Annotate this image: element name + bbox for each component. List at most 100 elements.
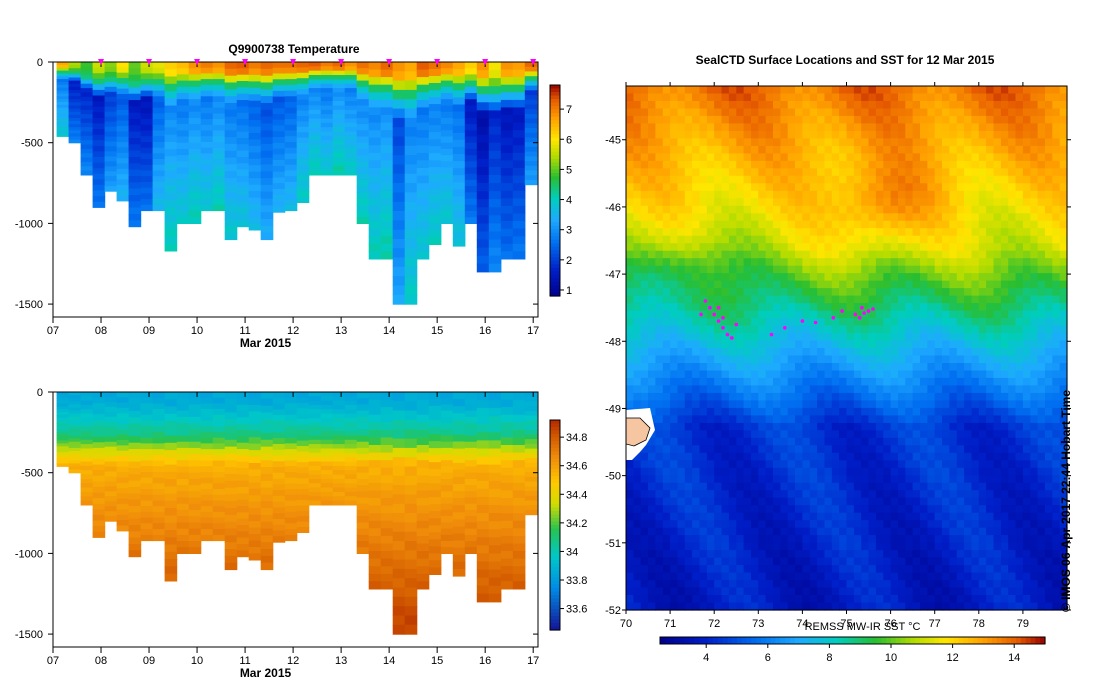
sst-cell <box>736 280 745 289</box>
salinity-cell <box>92 503 106 510</box>
sst-cell <box>795 467 803 476</box>
temperature-cell <box>212 67 226 74</box>
sst-cell <box>736 490 745 499</box>
sst-cell <box>787 535 796 544</box>
sst-cell <box>861 400 870 409</box>
temperature-cell <box>368 62 382 71</box>
salinity-plot-frame <box>52 391 539 648</box>
sst-cell <box>648 220 656 229</box>
sst-cell <box>662 580 671 589</box>
temperature-cell <box>464 198 478 206</box>
temperature-cell <box>452 139 466 148</box>
temperature-cell <box>80 114 94 119</box>
sst-cell <box>728 377 737 386</box>
colorbar-segment <box>550 605 560 610</box>
temperature-cell <box>488 62 502 71</box>
sst-cell <box>802 115 811 124</box>
salinity-cell <box>452 491 466 499</box>
temperature-cell <box>356 211 370 218</box>
salinity-cell <box>224 528 238 536</box>
salinity-cell <box>128 512 142 520</box>
temperature-cell <box>404 294 418 305</box>
sst-cell <box>861 430 870 439</box>
temperature-cell <box>140 136 154 143</box>
salinity-cell <box>488 545 502 554</box>
sst-cell <box>795 565 803 574</box>
sst-cell <box>751 407 759 416</box>
salinity-cell <box>236 537 250 545</box>
salinity-cell <box>236 474 250 482</box>
salinity-cell <box>452 540 466 549</box>
sst-cell <box>780 295 789 304</box>
sst-cell <box>883 130 892 139</box>
sst-cell <box>677 363 686 372</box>
sst-cell <box>670 205 678 214</box>
sst-cell <box>787 370 796 379</box>
sst-cell <box>655 415 664 424</box>
sst-cell <box>677 557 686 566</box>
temperature-cell <box>224 184 238 193</box>
sst-cell <box>846 497 855 506</box>
salinity-cell <box>128 455 142 463</box>
salinity-cell <box>392 457 406 468</box>
sst-cell <box>758 452 767 461</box>
sst-cell <box>721 138 730 147</box>
temperature-cell <box>416 99 430 109</box>
sst-cell <box>802 595 811 604</box>
colorbar-segment <box>550 486 560 491</box>
sst-cell <box>787 580 796 589</box>
sst-cell <box>706 542 715 551</box>
sst-cell <box>751 557 759 566</box>
salinity-cell <box>272 478 286 485</box>
sst-cell <box>875 303 884 312</box>
sst-cell <box>861 542 870 551</box>
sst-cell <box>839 243 847 252</box>
sst-cell <box>706 392 715 401</box>
sst-cell <box>875 168 884 177</box>
sst-cell <box>773 550 781 559</box>
sst-cell <box>839 452 847 461</box>
salinity-cell <box>320 448 334 454</box>
colorbar-segment <box>550 465 560 470</box>
sst-cell <box>751 213 759 222</box>
sst-cell <box>648 93 656 102</box>
sst-cell <box>846 587 855 596</box>
temperature-cell <box>236 195 250 202</box>
temperature-cell <box>440 148 454 156</box>
sst-cell <box>655 363 664 372</box>
temperature-cell <box>128 106 142 114</box>
salinity-cell <box>488 593 502 603</box>
sst-cell <box>824 400 833 409</box>
sst-cell <box>751 512 759 521</box>
temperature-cell <box>500 213 514 222</box>
sst-cell <box>684 115 693 124</box>
sst-cell <box>787 422 796 431</box>
temperature-cell <box>140 181 154 189</box>
salinity-cell <box>476 480 490 490</box>
sst-cell <box>824 535 833 544</box>
salinity-cell <box>500 520 514 529</box>
sst-cell <box>662 512 671 521</box>
temperature-cell <box>380 228 394 237</box>
sst-cell <box>648 587 656 596</box>
sst-cell <box>670 258 678 267</box>
sst-cell <box>648 101 656 110</box>
temperature-cell <box>164 185 178 194</box>
sst-cell <box>692 497 700 506</box>
sst-cell <box>670 460 678 469</box>
salinity-cell <box>524 481 538 487</box>
salinity-cell <box>296 429 310 436</box>
sst-cell <box>802 415 811 424</box>
temperature-cell <box>416 92 430 101</box>
temperature-cell <box>344 79 358 85</box>
temperature-cell <box>392 248 406 259</box>
salinity-cell <box>80 474 94 480</box>
temperature-cell <box>236 112 250 120</box>
sst-cell <box>875 520 884 529</box>
sst-cell <box>795 587 803 596</box>
sst-cell <box>648 303 656 312</box>
sst-cell <box>875 310 884 319</box>
salinity-cell <box>272 426 286 433</box>
salinity-cell <box>296 446 310 452</box>
sst-cell <box>714 310 723 319</box>
